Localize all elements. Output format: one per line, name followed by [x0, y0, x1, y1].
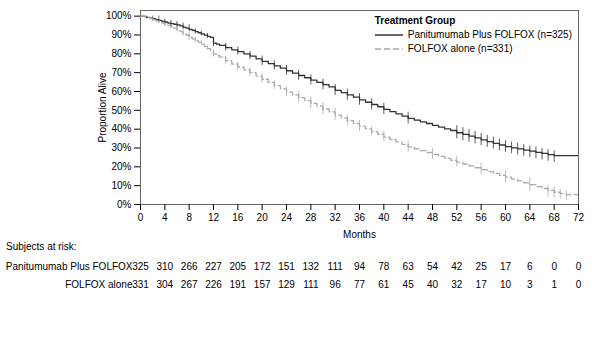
svg-text:25: 25: [476, 261, 488, 272]
svg-text:129: 129: [278, 279, 295, 290]
svg-text:16: 16: [232, 212, 244, 223]
svg-text:227: 227: [205, 261, 222, 272]
svg-text:132: 132: [302, 261, 319, 272]
svg-text:30%: 30%: [111, 142, 131, 153]
svg-text:32: 32: [330, 212, 342, 223]
svg-text:63: 63: [403, 261, 415, 272]
svg-text:0: 0: [576, 261, 582, 272]
svg-text:28: 28: [305, 212, 317, 223]
svg-text:94: 94: [354, 261, 366, 272]
svg-text:Proportion Alive: Proportion Alive: [97, 72, 108, 142]
svg-text:111: 111: [303, 279, 319, 290]
svg-text:172: 172: [254, 261, 271, 272]
svg-text:44: 44: [403, 212, 415, 223]
svg-text:Months: Months: [343, 229, 376, 240]
svg-text:68: 68: [549, 212, 561, 223]
svg-text:56: 56: [476, 212, 488, 223]
svg-text:205: 205: [229, 261, 246, 272]
svg-text:267: 267: [181, 279, 198, 290]
html-text:Treatment Group: Treatment Group: [374, 15, 456, 26]
svg-text:3: 3: [527, 279, 533, 290]
svg-text:325: 325: [132, 261, 149, 272]
svg-text:10: 10: [500, 279, 512, 290]
svg-text:45: 45: [403, 279, 415, 290]
svg-text:50%: 50%: [111, 105, 131, 116]
svg-text:77: 77: [354, 279, 366, 290]
svg-text:4: 4: [162, 212, 168, 223]
svg-text:0: 0: [138, 212, 144, 223]
svg-text:96: 96: [330, 279, 342, 290]
svg-text:40%: 40%: [111, 123, 131, 134]
svg-text:151: 151: [278, 261, 295, 272]
svg-text:111: 111: [328, 261, 344, 272]
svg-text:54: 54: [427, 261, 439, 272]
svg-text:64: 64: [524, 212, 536, 223]
svg-text:20: 20: [257, 212, 269, 223]
svg-text:226: 226: [205, 279, 222, 290]
svg-text:0: 0: [551, 261, 557, 272]
svg-text:266: 266: [181, 261, 198, 272]
svg-text:20%: 20%: [111, 161, 131, 172]
svg-text:52: 52: [451, 212, 463, 223]
svg-text:24: 24: [281, 212, 293, 223]
svg-text:42: 42: [451, 261, 463, 272]
svg-text:40: 40: [427, 279, 439, 290]
svg-text:8: 8: [186, 212, 192, 223]
html-text:FOLFOX alone (n=331): FOLFOX alone (n=331): [407, 43, 513, 54]
svg-text:331: 331: [132, 279, 149, 290]
svg-text:FOLFOX alone: FOLFOX alone: [65, 279, 133, 290]
svg-text:0%: 0%: [117, 199, 132, 210]
svg-text:10%: 10%: [111, 180, 131, 191]
svg-text:32: 32: [451, 279, 463, 290]
svg-text:48: 48: [427, 212, 439, 223]
svg-text:72: 72: [573, 212, 585, 223]
svg-text:60%: 60%: [111, 86, 131, 97]
svg-text:61: 61: [378, 279, 390, 290]
svg-text:17: 17: [476, 279, 488, 290]
svg-text:60: 60: [500, 212, 512, 223]
svg-text:80%: 80%: [111, 48, 131, 59]
svg-text:100%: 100%: [106, 10, 132, 21]
svg-text:0: 0: [576, 279, 582, 290]
html-text:Panitumumab Plus FOLFOX (n=325: Panitumumab Plus FOLFOX (n=325): [407, 29, 572, 40]
svg-text:17: 17: [500, 261, 512, 272]
html-text:Subjects at risk:: Subjects at risk:: [6, 241, 77, 252]
svg-text:36: 36: [354, 212, 366, 223]
svg-text:70%: 70%: [111, 67, 131, 78]
svg-text:Panitumumab Plus FOLFOX: Panitumumab Plus FOLFOX: [6, 261, 133, 272]
svg-text:6: 6: [527, 261, 533, 272]
svg-text:157: 157: [254, 279, 271, 290]
svg-text:78: 78: [378, 261, 390, 272]
svg-text:1: 1: [551, 279, 557, 290]
svg-text:12: 12: [208, 212, 220, 223]
svg-text:90%: 90%: [111, 29, 131, 40]
svg-text:40: 40: [378, 212, 390, 223]
svg-text:310: 310: [156, 261, 173, 272]
svg-text:304: 304: [156, 279, 173, 290]
svg-text:191: 191: [229, 279, 246, 290]
